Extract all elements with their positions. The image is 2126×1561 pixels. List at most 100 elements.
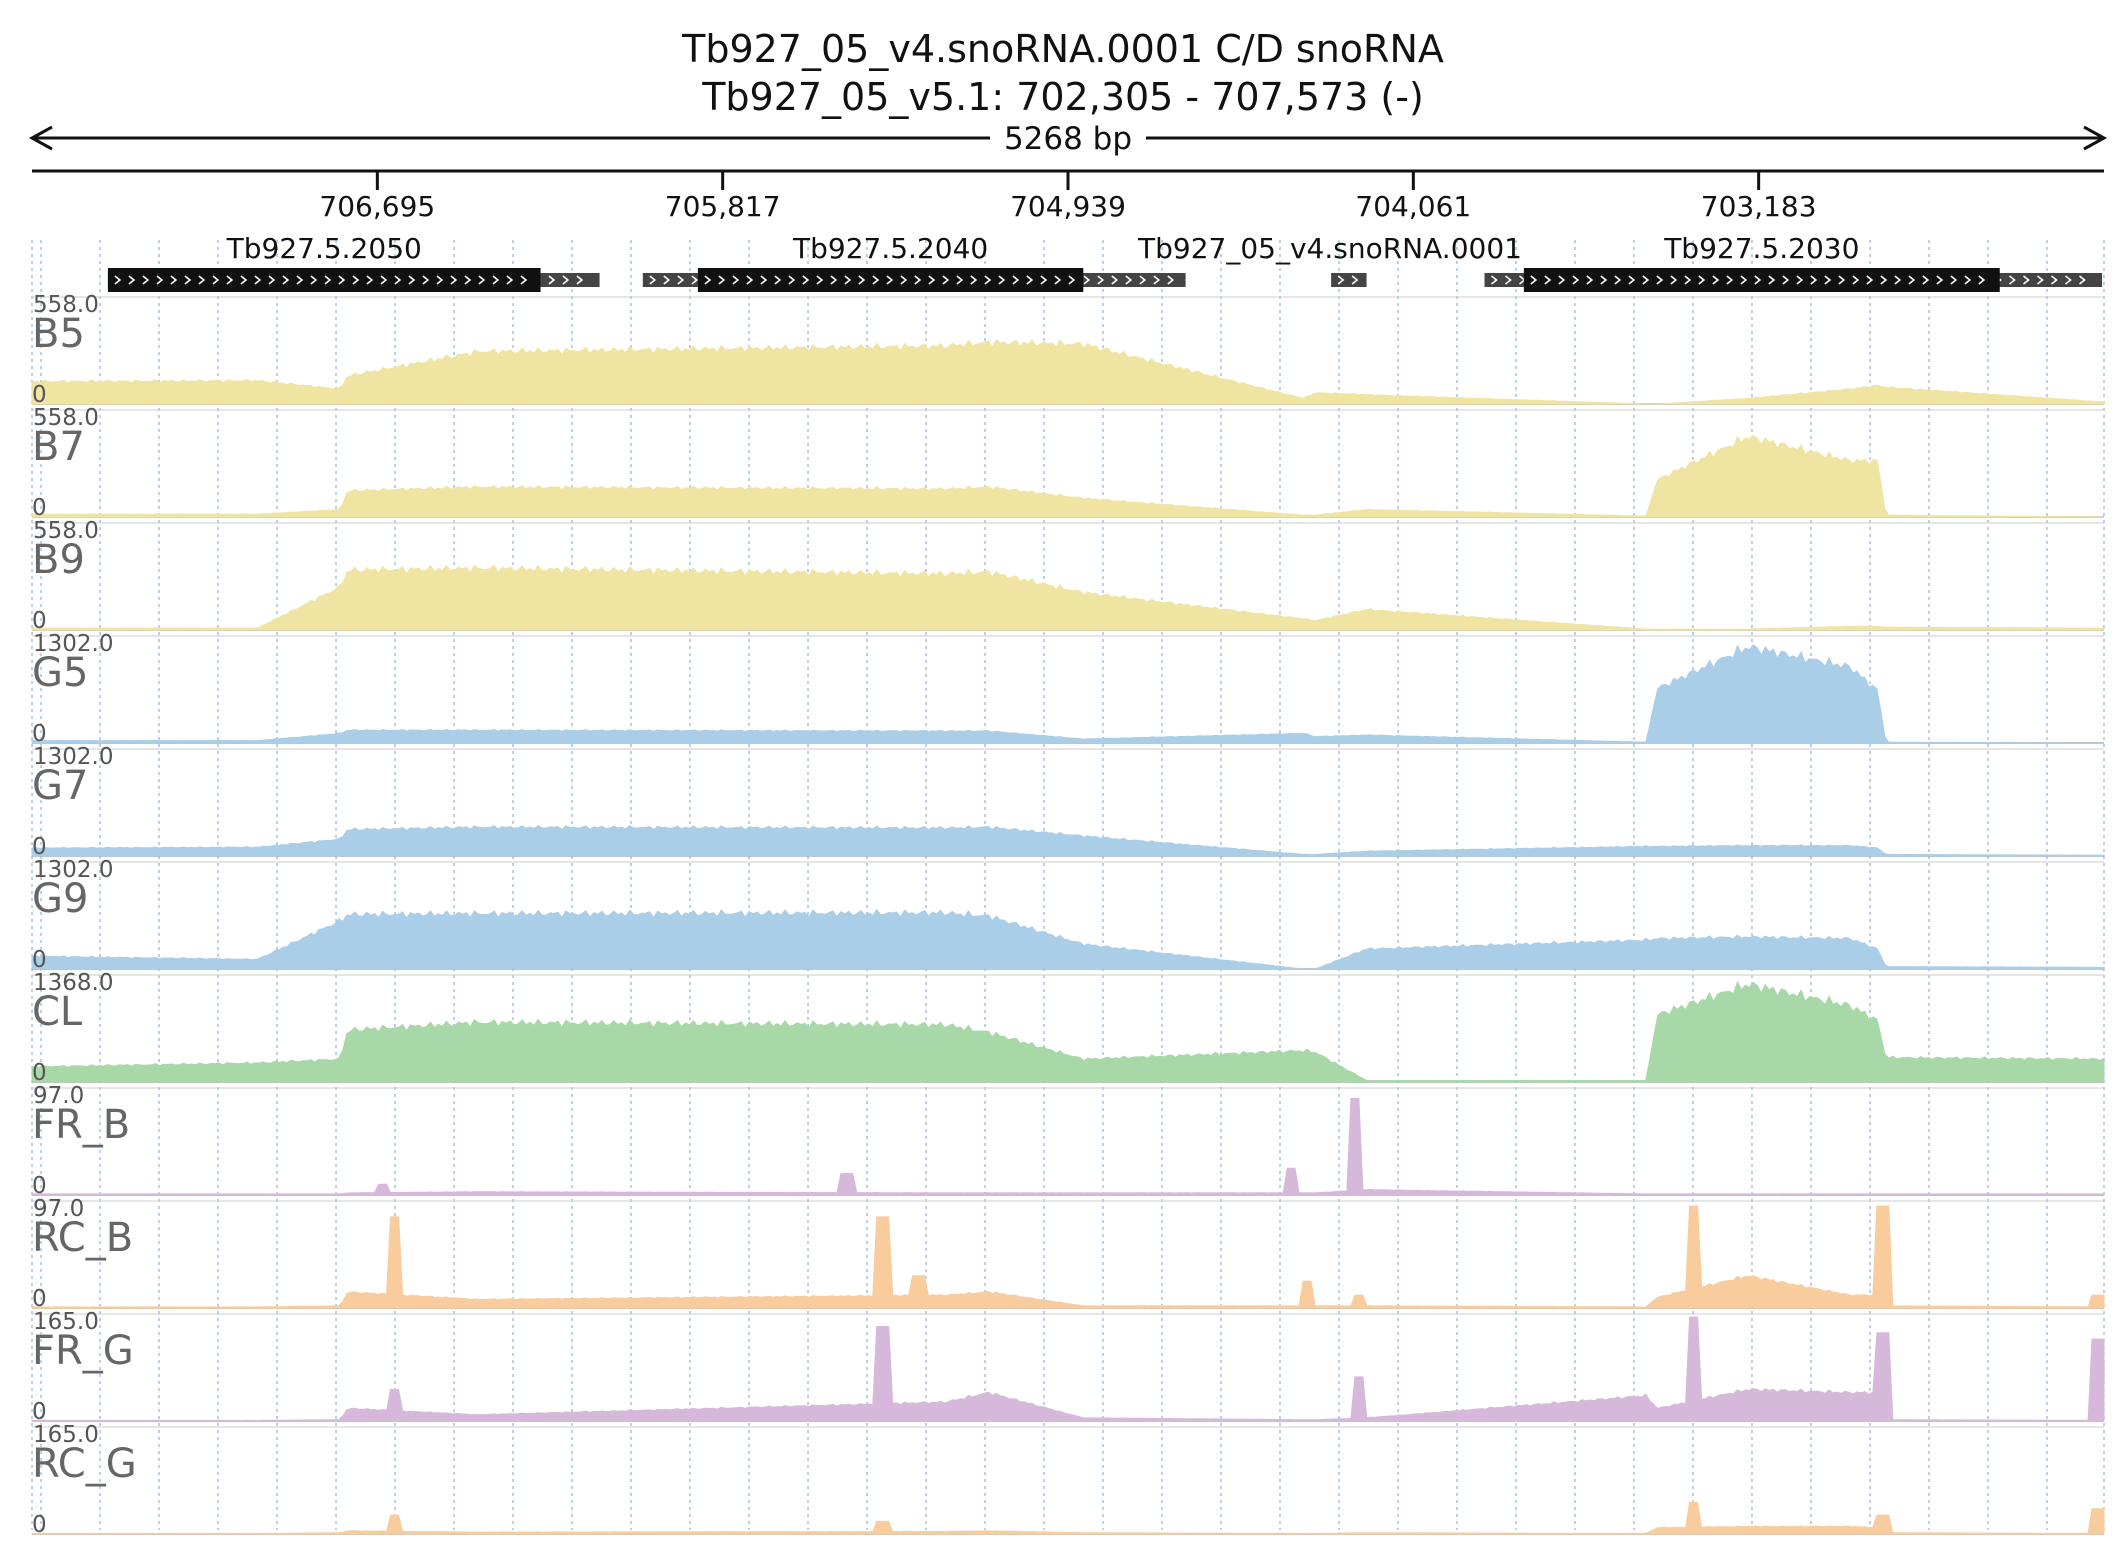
strand-chevron — [1670, 275, 1678, 285]
strand-chevron — [1012, 275, 1020, 285]
strand-chevron — [562, 275, 570, 285]
track-g9: 1302.0G9 0 — [31, 857, 2105, 973]
track-max-label: 558.0 — [33, 518, 99, 544]
strand-chevron — [226, 275, 234, 285]
track-b9: 558.0B9 0 — [31, 518, 2105, 634]
gene-cds-bar — [107, 268, 541, 292]
strand-chevron — [1964, 275, 1972, 285]
track-name-label: FR_G — [32, 1328, 134, 1374]
gene-utr-bar — [1331, 273, 1367, 287]
strand-chevron — [1838, 275, 1846, 285]
track-zero-label: 0 — [32, 1399, 47, 1425]
track-name-label: G9 — [32, 876, 88, 922]
coverage-area — [31, 644, 2104, 744]
strand-chevron — [1810, 275, 1818, 285]
figure-title-line2: Tb927_05_v5.1: 702,305 - 707,573 (-) — [701, 75, 1424, 119]
track-max-label: 1368.0 — [33, 970, 113, 996]
strand-chevron — [1572, 275, 1580, 285]
strand-chevron — [1097, 275, 1105, 285]
track-name-label: G7 — [32, 763, 88, 809]
coverage-area — [31, 908, 2105, 970]
track-max-label: 97.0 — [33, 1083, 84, 1109]
strand-chevron — [170, 275, 178, 285]
strand-chevron — [394, 275, 402, 285]
strand-chevron — [1040, 275, 1048, 285]
span-right-arrowhead — [2083, 125, 2108, 151]
strand-chevron — [663, 275, 671, 285]
coverage-area — [31, 434, 2104, 518]
track-rc-g: 165.0RC_G 0 — [31, 1422, 2105, 1538]
strand-chevron — [2079, 275, 2086, 285]
strand-chevron — [1922, 275, 1930, 285]
strand-chevron — [464, 275, 472, 285]
strand-chevron — [366, 275, 374, 285]
gene-label: Tb927.5.2030 — [1663, 232, 1859, 265]
strand-chevron — [1768, 275, 1776, 285]
strand-chevron — [1111, 275, 1119, 285]
strand-chevron — [1586, 275, 1594, 285]
track-zero-label: 0 — [32, 495, 47, 521]
track-fr-g: 165.0FR_G 0 — [31, 1309, 2105, 1425]
strand-chevron — [1054, 275, 1062, 285]
track-max-label: 1302.0 — [33, 631, 113, 657]
strand-chevron — [774, 275, 782, 285]
strand-chevron — [1698, 275, 1706, 285]
strand-chevron — [268, 275, 276, 285]
coverage-area — [31, 338, 2105, 405]
strand-chevron — [436, 275, 444, 285]
track-max-label: 558.0 — [33, 405, 99, 431]
strand-chevron — [576, 275, 584, 285]
strand-chevron — [114, 275, 122, 285]
track-zero-label: 0 — [32, 1173, 47, 1199]
tick-label: 703,183 — [1701, 190, 1817, 223]
span-indicator: 5268 bp — [28, 121, 2108, 157]
strand-chevron — [1628, 275, 1636, 285]
strand-chevron — [858, 275, 866, 285]
strand-chevron — [928, 275, 936, 285]
span-left-arrowhead — [28, 125, 53, 151]
strand-chevron — [1796, 275, 1804, 285]
strand-chevron — [450, 275, 458, 285]
track-name-label: RC_G — [32, 1441, 137, 1487]
gene-feature: Tb927.5.2030 — [1484, 232, 2103, 292]
track-name-label: RC_B — [32, 1215, 133, 1261]
strand-chevron — [718, 275, 726, 285]
strand-chevron — [1684, 275, 1692, 285]
strand-chevron — [184, 275, 192, 285]
strand-chevron — [198, 275, 206, 285]
strand-chevron — [1824, 275, 1832, 285]
strand-chevron — [760, 275, 768, 285]
strand-chevron — [1726, 275, 1734, 285]
strand-chevron — [1068, 275, 1076, 285]
strand-chevron — [900, 275, 908, 285]
strand-chevron — [548, 275, 556, 285]
track-zero-label: 0 — [32, 1286, 47, 1312]
strand-chevron — [691, 275, 699, 285]
track-rc-b: 97.0RC_B 0 — [31, 1196, 2105, 1312]
strand-chevron — [352, 275, 360, 285]
strand-chevron — [677, 275, 685, 285]
track-name-label: B5 — [32, 311, 85, 357]
track-name-label: B7 — [32, 424, 85, 470]
strand-chevron — [324, 275, 332, 285]
strand-chevron — [970, 275, 978, 285]
track-name-label: CL — [32, 989, 83, 1035]
strand-chevron — [1139, 275, 1147, 285]
strand-chevron — [1950, 275, 1958, 285]
strand-chevron — [1530, 275, 1538, 285]
coverage-area — [31, 825, 2105, 857]
strand-chevron — [212, 275, 220, 285]
figure-title-line1: Tb927_05_v4.snoRNA.0001 C/D snoRNA — [681, 27, 1444, 71]
strand-chevron — [2037, 275, 2044, 285]
strand-chevron — [1642, 275, 1650, 285]
coverage-area — [31, 1205, 2105, 1309]
strand-chevron — [830, 275, 838, 285]
coverage-area — [31, 1098, 2105, 1196]
track-b5: 558.0B5 0 — [31, 292, 2105, 408]
strand-chevron — [872, 275, 880, 285]
strand-chevron — [788, 275, 796, 285]
coverage-area — [31, 1502, 2105, 1535]
strand-chevron — [254, 275, 262, 285]
strand-chevron — [1491, 275, 1498, 285]
tick-label: 706,695 — [319, 190, 435, 223]
